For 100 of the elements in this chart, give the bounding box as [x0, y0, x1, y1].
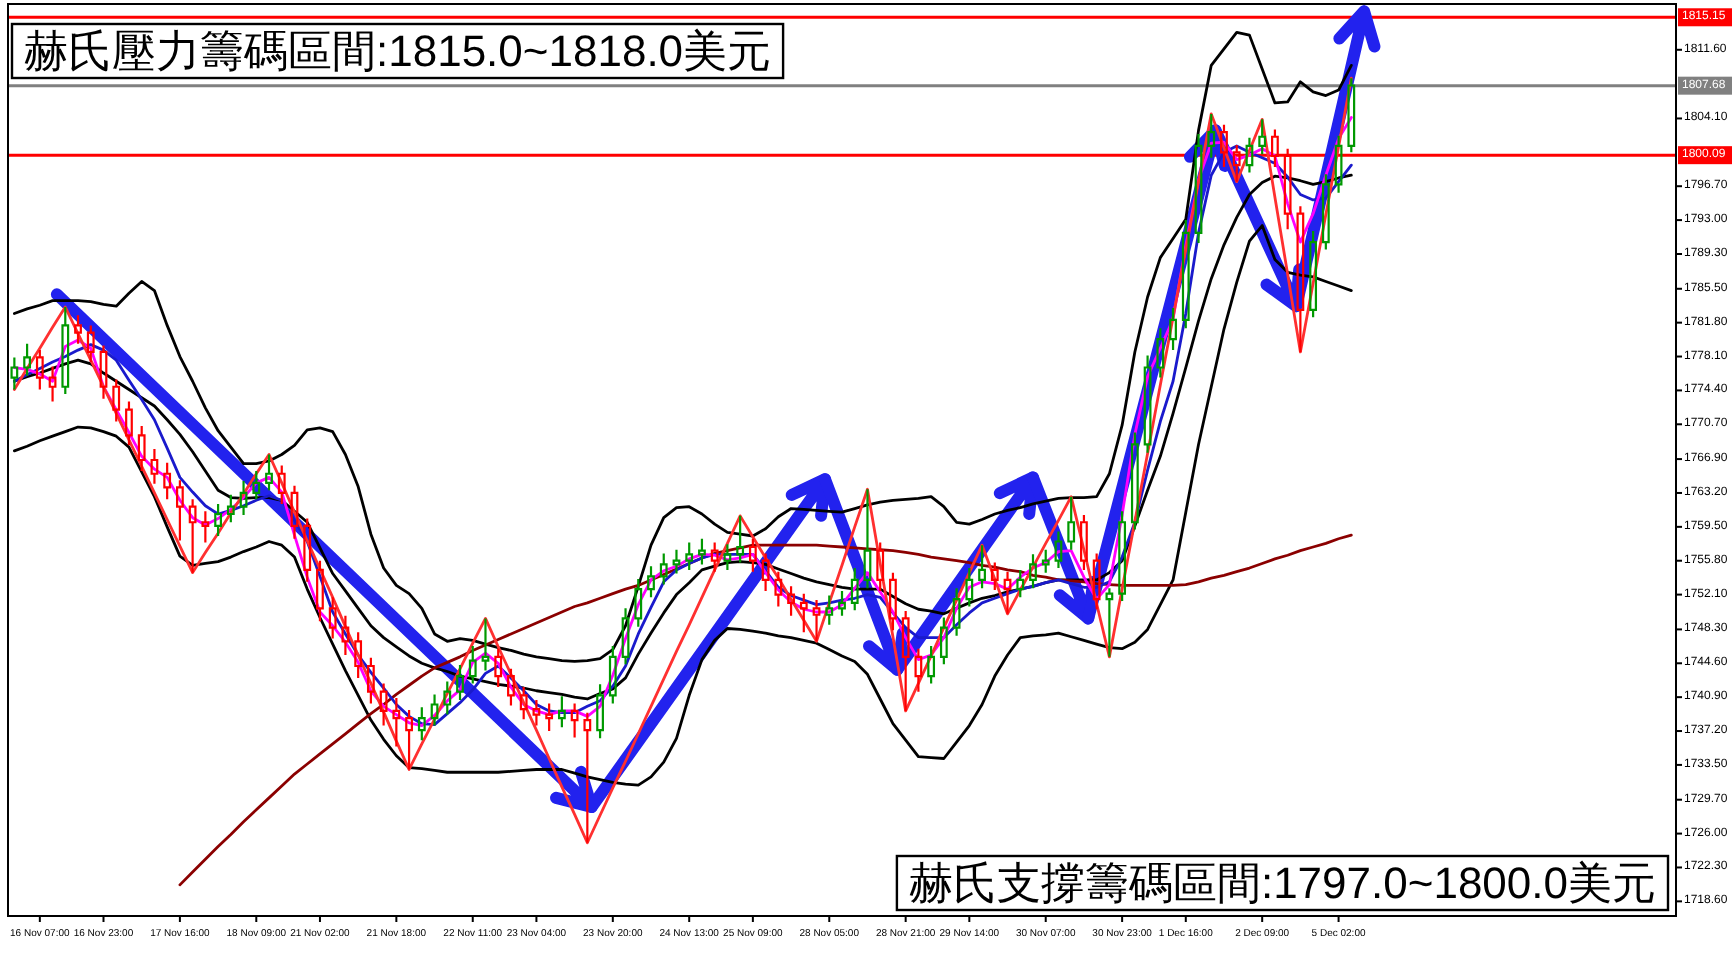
candlestick	[799, 592, 808, 634]
annotation: 赫氏支撐籌碼區間:1797.0~1800.0美元	[908, 858, 1656, 908]
candlestick	[990, 561, 999, 592]
candlestick	[672, 548, 681, 575]
candlestick	[519, 685, 528, 721]
candlestick	[1156, 327, 1165, 379]
candlestick	[685, 541, 694, 571]
line-series	[12, 76, 1353, 845]
candlestick	[1092, 552, 1101, 611]
candlestick	[608, 644, 617, 705]
candlestick	[417, 706, 426, 742]
candlestick	[1016, 568, 1025, 599]
candlestick	[1296, 205, 1305, 354]
candlestick	[468, 644, 477, 685]
candlestick	[99, 344, 108, 400]
candlestick	[787, 585, 795, 617]
candlestick	[978, 544, 986, 590]
candlestick	[1245, 136, 1254, 174]
candlestick	[214, 502, 222, 538]
candlestick	[736, 514, 745, 564]
candlestick	[456, 664, 464, 701]
candlestick	[405, 708, 413, 771]
candlestick	[939, 616, 948, 666]
candlestick	[812, 599, 821, 643]
candlestick	[965, 566, 974, 608]
candlestick	[74, 314, 82, 345]
candlestick	[621, 607, 630, 666]
candlestick	[1054, 530, 1063, 570]
line-series	[12, 30, 1353, 663]
candlestick	[952, 587, 961, 637]
candlestick	[1029, 553, 1037, 590]
candlestick	[557, 695, 566, 729]
candlestick	[914, 647, 923, 693]
candlestick	[163, 461, 172, 501]
candlestick	[125, 400, 133, 447]
candlestick	[1207, 112, 1216, 159]
candlestick	[341, 614, 350, 657]
candlestick	[137, 425, 146, 473]
candlestick	[647, 565, 655, 599]
candlestick	[1143, 354, 1152, 454]
candlestick	[1220, 123, 1228, 169]
candlestick	[1118, 510, 1127, 603]
text: 赫氏壓力籌碼區間:1815.0~1818.0美元	[24, 26, 772, 76]
candlestick	[1181, 219, 1190, 330]
candlestick	[392, 696, 401, 748]
candlestick	[48, 365, 57, 403]
candlestick	[226, 493, 235, 524]
candlestick	[316, 559, 324, 623]
candlestick	[150, 447, 159, 485]
candlestick	[354, 631, 363, 680]
candlestick	[876, 541, 885, 593]
candlestick	[1258, 118, 1267, 156]
candlestick	[366, 656, 375, 705]
candlestick	[774, 570, 783, 608]
candlestick	[1334, 134, 1343, 194]
candlestick	[545, 702, 554, 733]
candlestick	[61, 305, 70, 396]
candlestick	[379, 682, 388, 727]
candlestick	[1041, 548, 1050, 574]
candlestick	[86, 324, 95, 364]
candlestick	[723, 543, 732, 571]
candlestick	[634, 577, 643, 628]
candlestick	[1105, 587, 1114, 658]
candlestick	[430, 693, 439, 727]
candlestick	[850, 566, 859, 612]
candlestick	[927, 644, 936, 685]
candlestick	[825, 594, 834, 626]
candlestick	[532, 698, 541, 727]
candlestick	[112, 378, 121, 423]
candlestick	[1321, 173, 1330, 251]
candlestick	[303, 517, 312, 583]
candlestick	[570, 702, 579, 739]
candlestick	[1309, 229, 1318, 319]
candlestick	[1067, 495, 1076, 551]
candlestick	[290, 484, 299, 540]
candlestick	[889, 571, 897, 632]
candlestick	[328, 596, 337, 640]
candlestick	[175, 479, 184, 542]
candlestick	[1003, 570, 1012, 615]
candlestick	[901, 609, 910, 712]
candlestick	[35, 349, 44, 391]
candlestick	[252, 469, 261, 501]
line-series	[12, 224, 1353, 787]
candlestick	[1080, 513, 1088, 571]
candlestick	[443, 680, 452, 716]
candlestick	[596, 683, 604, 740]
candlestick	[239, 479, 248, 517]
candlestick	[698, 537, 706, 566]
candlestick	[481, 617, 490, 672]
candlestick	[1130, 431, 1139, 531]
candlestick	[494, 647, 503, 689]
candlestick	[748, 537, 757, 573]
candlestick	[659, 552, 668, 586]
candlestick	[761, 552, 770, 593]
candlestick	[1194, 132, 1203, 245]
candlestick	[277, 464, 286, 506]
candlestick	[201, 510, 210, 544]
candlestick	[863, 488, 872, 590]
candlestick	[838, 589, 846, 617]
candlestick	[188, 498, 197, 574]
